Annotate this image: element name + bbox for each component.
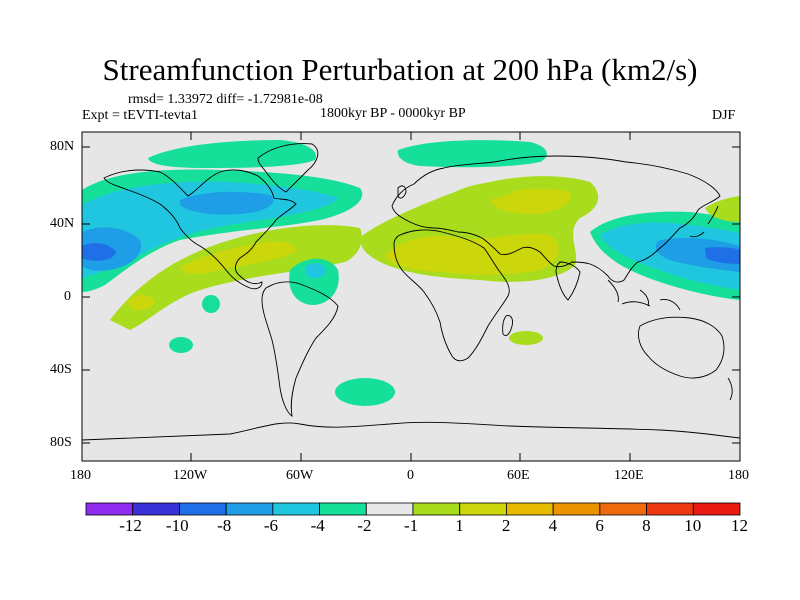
coast-antarctica (82, 421, 740, 441)
colorbar-label: 1 (455, 516, 464, 535)
colorbar-label: 8 (642, 516, 651, 535)
colorbar-label: -8 (217, 516, 232, 535)
contour-pos-arabia (450, 182, 520, 203)
colorbar-label: 12 (731, 516, 748, 535)
contour-neg-blob-pacific2 (169, 337, 193, 353)
contour-pos-eurasia-north (490, 188, 571, 214)
colorbar-label: -1 (404, 516, 419, 535)
coast-greenland (257, 143, 319, 193)
y-tick-0: 0 (64, 289, 71, 304)
colorbar-box-12 (646, 502, 694, 516)
contour-neg-nam-core2 (82, 243, 116, 261)
coast-se-asia (607, 279, 681, 311)
contour-arctic-eurasia (397, 140, 547, 168)
colorbar-box-0 (85, 502, 134, 516)
contour-pos-eurasia-mid (385, 233, 559, 275)
x-tick-120e: 120E (614, 468, 644, 483)
y-tick-80s: 80S (50, 435, 72, 450)
y-tick-80n: 80N (50, 139, 75, 154)
axis-ticks (82, 132, 740, 461)
period-label: 1800kyr BP - 0000kyr BP (320, 106, 466, 121)
colorbar-box-8 (459, 502, 507, 516)
y-tick-40n: 40N (50, 216, 75, 231)
colorbar-label: -6 (263, 516, 279, 535)
contour-pos-small-pacific (128, 294, 155, 310)
y-tick-40s: 40S (50, 362, 72, 377)
colorbar-label: -10 (165, 516, 189, 535)
map-title: Streamfunction Perturbation at 200 hPa (… (102, 52, 698, 87)
x-tick-0: 0 (407, 468, 414, 483)
coast-india (555, 261, 581, 301)
x-tick-180w: 180 (70, 468, 91, 483)
coast-eurasia (391, 155, 721, 283)
coast-japan (689, 205, 719, 238)
x-tick-60w: 60W (286, 468, 314, 483)
season-label: DJF (712, 108, 736, 123)
contour-neg-blob-indian (509, 331, 543, 345)
contour-neg-wpac-core2 (705, 247, 740, 264)
colorbar-box-7 (412, 502, 461, 516)
colorbar-label: 6 (595, 516, 604, 535)
experiment-label: Expt = tEVTI-tevta1 (82, 108, 198, 123)
contour-pos-band-pacific (110, 225, 362, 330)
coast-new-zealand (727, 377, 733, 401)
contour-neg-atlantic-core (306, 263, 326, 279)
contour-neg-canada (180, 191, 274, 215)
contour-neg-nam-mid (82, 181, 338, 278)
colorbar-box-13 (692, 502, 741, 516)
x-tick-180e: 180 (728, 468, 749, 483)
colorbar-box-5 (319, 502, 367, 516)
stats-label: rmsd= 1.33972 diff= -1.72981e-08 (128, 92, 323, 107)
coast-uk (397, 185, 407, 199)
coast-africa (393, 229, 510, 362)
colorbar-box-4 (272, 502, 320, 516)
colorbar-label: -12 (119, 516, 142, 535)
contour-arctic-neg (148, 140, 316, 168)
contour-neg-atlantic (289, 258, 339, 305)
x-tick-60e: 60E (507, 468, 530, 483)
colorbar-label: 10 (684, 516, 702, 535)
colorbar-box-6 (365, 502, 414, 516)
coast-south-america (261, 281, 339, 417)
contour-neg-south-atlantic (335, 378, 395, 406)
contour-neg-wpac-core (655, 237, 740, 272)
contour-pos-pacific-core (180, 241, 296, 274)
coast-north-america (103, 169, 297, 290)
colorbar-label: -2 (357, 516, 372, 535)
colorbar-box-1 (132, 502, 180, 516)
colorbar-box-9 (506, 502, 554, 516)
colorbar (85, 502, 741, 516)
x-tick-120w: 120W (173, 468, 208, 483)
coastlines (82, 143, 740, 441)
colorbar-box-10 (552, 502, 601, 516)
colorbar-label: 4 (548, 516, 558, 535)
coast-australia (637, 316, 725, 379)
coast-madagascar (502, 315, 513, 337)
colorbar-box-11 (599, 502, 647, 516)
contour-neg-blob-pacific1 (202, 295, 220, 313)
colorbar-box-2 (179, 502, 227, 516)
colorbar-label: 2 (501, 516, 511, 535)
colorbar-label: -4 (310, 516, 325, 535)
colorbar-box-3 (225, 502, 274, 516)
